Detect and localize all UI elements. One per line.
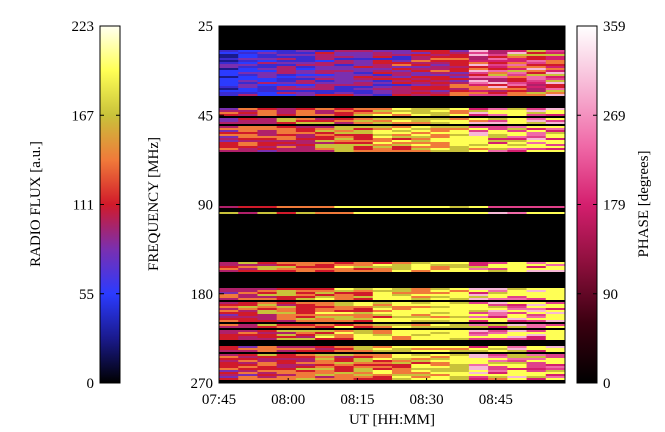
phase-ticks: 359 269 179 90 0 (577, 19, 626, 392)
frequency-tick-label: 45 (198, 108, 213, 124)
phase-tick-label: 0 (603, 376, 611, 392)
frequency-axis-label: FREQUENCY [MHz] (146, 137, 162, 271)
time-tick-label: 08:15 (340, 392, 374, 408)
phase-tick-label: 269 (603, 108, 626, 124)
time-tick-label: 07:45 (202, 392, 236, 408)
radio-flux-tick-label: 167 (72, 108, 95, 124)
phase-tick-label: 90 (603, 287, 618, 303)
frequency-ticks: 25 45 90 180 270 (191, 19, 224, 392)
radio-flux-tick-label: 111 (73, 198, 94, 214)
frequency-tick-label: 270 (191, 376, 214, 392)
spectrogram-image (219, 26, 565, 383)
radio-flux-tick-label: 55 (79, 287, 94, 303)
time-ticks: 07:45 08:00 08:15 08:30 08:45 (202, 378, 513, 408)
frequency-tick-label: 180 (191, 287, 214, 303)
frequency-tick-label: 90 (198, 198, 213, 214)
radio-flux-ticks: 223 167 111 55 0 (72, 19, 120, 392)
radio-flux-tick-label: 0 (87, 376, 95, 392)
time-tick-label: 08:45 (479, 392, 513, 408)
time-tick-label: 08:00 (271, 392, 305, 408)
radio-flux-tick-label: 223 (72, 19, 95, 35)
phase-label: PHASE [degrees] (636, 150, 652, 257)
phase-tick-label: 359 (603, 19, 626, 35)
time-tick-label: 08:30 (410, 392, 444, 408)
radio-flux-label: RADIO FLUX [a.u.] (28, 141, 44, 267)
phase-tick-label: 179 (603, 198, 626, 214)
frequency-tick-label: 25 (198, 19, 213, 35)
spectrogram-bands (219, 50, 565, 380)
time-axis-label: UT [HH:MM] (349, 412, 435, 428)
